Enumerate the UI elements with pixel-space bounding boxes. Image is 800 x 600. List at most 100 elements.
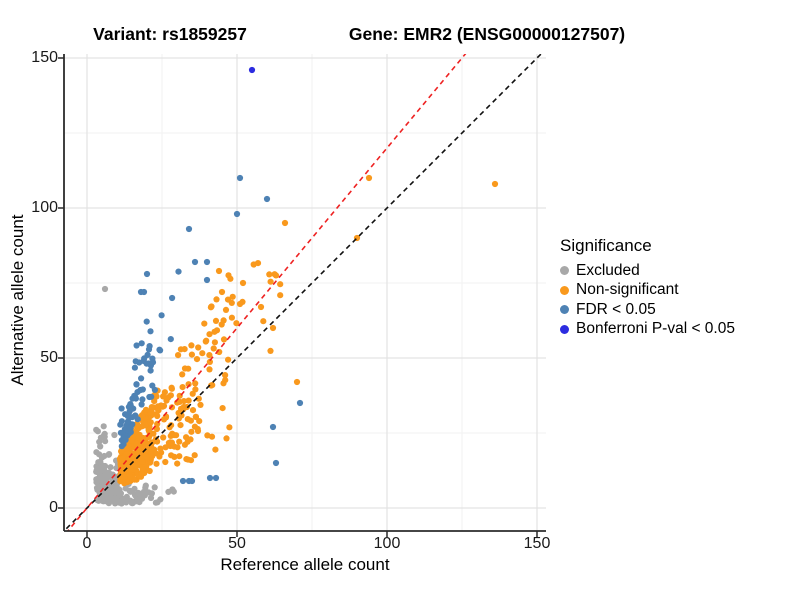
data-point: [165, 488, 172, 495]
data-point: [133, 342, 140, 349]
data-point: [151, 386, 158, 393]
data-point: [153, 425, 160, 433]
data-point: [136, 490, 143, 497]
data-point: [208, 303, 215, 310]
data-point: [133, 440, 140, 447]
data-point: [125, 497, 132, 504]
data-point: [128, 453, 135, 460]
data-point: [167, 336, 174, 343]
data-point: [187, 417, 194, 424]
data-point: [269, 423, 277, 431]
y-tick-label: 0: [49, 499, 58, 516]
data-point: [233, 320, 240, 327]
legend-dot-icon: [560, 305, 569, 315]
data-point: [168, 439, 175, 446]
data-point: [277, 292, 284, 299]
data-point: [185, 225, 193, 233]
data-point: [206, 358, 213, 365]
data-point: [223, 435, 230, 442]
data-point: [189, 407, 197, 414]
legend-dot-icon: [560, 285, 569, 295]
data-point: [272, 272, 280, 279]
data-point: [222, 306, 230, 313]
data-point: [174, 460, 181, 467]
data-point: [206, 474, 214, 482]
data-point: [138, 401, 145, 408]
data-point: [112, 489, 119, 496]
data-point: [126, 473, 133, 480]
data-point: [206, 331, 213, 338]
data-point: [179, 384, 186, 391]
legend-item-label: Excluded: [576, 261, 640, 279]
data-point: [121, 473, 128, 480]
data-point: [106, 451, 113, 458]
data-point: [163, 397, 170, 404]
data-point: [175, 352, 182, 359]
legend-item: Non-significant: [560, 281, 796, 301]
legend-item-label: FDR < 0.05: [576, 300, 656, 318]
data-point: [180, 403, 187, 411]
data-point: [140, 288, 148, 296]
data-point: [293, 378, 301, 386]
data-point: [185, 365, 192, 372]
data-point: [125, 403, 132, 410]
data-point: [202, 338, 209, 345]
data-point: [143, 434, 150, 441]
legend-dot-icon: [560, 266, 569, 276]
data-point: [229, 293, 236, 300]
data-point: [157, 347, 164, 354]
data-point: [145, 489, 152, 496]
data-point: [134, 496, 141, 503]
data-point: [131, 364, 138, 371]
data-point: [122, 436, 129, 443]
data-point: [192, 380, 199, 387]
data-point: [272, 459, 280, 467]
data-point: [148, 404, 155, 411]
data-point: [139, 458, 146, 465]
data-point: [103, 484, 110, 491]
data-point: [151, 484, 158, 491]
data-point: [140, 357, 147, 365]
data-point: [160, 434, 167, 441]
data-point: [177, 422, 184, 429]
legend-item: Bonferroni P-val < 0.05: [560, 320, 796, 340]
data-point: [236, 300, 244, 308]
x-axis-title: Reference allele count: [220, 555, 390, 574]
data-point: [277, 281, 284, 288]
data-point: [132, 395, 139, 402]
data-point: [122, 425, 129, 433]
data-point: [128, 437, 135, 444]
data-point: [147, 419, 154, 426]
data-point: [203, 276, 211, 284]
data-point: [181, 346, 188, 353]
data-point: [137, 386, 144, 394]
data-point: [162, 444, 169, 451]
data-point: [162, 458, 169, 466]
data-point: [168, 384, 175, 391]
data-point: [250, 261, 257, 268]
legend-item: Excluded: [560, 261, 796, 281]
data-point: [94, 428, 101, 435]
y-tick-label: 100: [31, 199, 58, 216]
data-point: [138, 412, 146, 419]
data-point: [199, 350, 206, 357]
data-point: [220, 336, 228, 343]
data-point: [154, 499, 161, 506]
data-point: [147, 494, 155, 502]
data-point: [123, 450, 130, 457]
data-point: [139, 466, 146, 473]
data-point: [101, 430, 108, 437]
reference-lines: [64, 54, 543, 531]
data-point: [222, 372, 229, 379]
data-point: [239, 279, 247, 287]
data-point: [154, 412, 161, 420]
data-point: [167, 392, 174, 399]
y-tick-label: 150: [31, 49, 58, 66]
data-point: [100, 423, 107, 430]
data-point: [226, 424, 233, 431]
data-point: [124, 418, 131, 425]
data-point: [236, 174, 244, 182]
data-point: [176, 438, 183, 445]
data-point: [149, 355, 156, 362]
legend: Significance Excluded Non-significant FDR …: [560, 236, 796, 339]
